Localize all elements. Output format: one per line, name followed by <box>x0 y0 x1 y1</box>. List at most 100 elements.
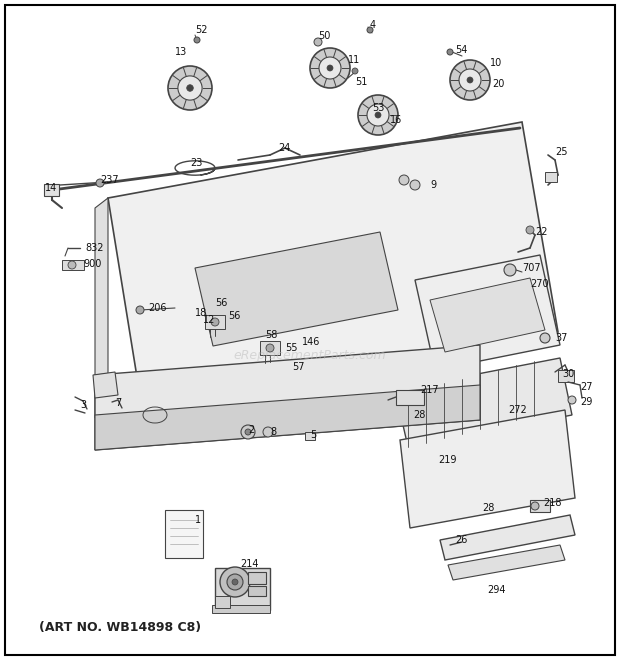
Text: 294: 294 <box>487 585 505 595</box>
Circle shape <box>168 66 212 110</box>
Text: 55: 55 <box>285 343 298 353</box>
Text: 707: 707 <box>522 263 541 273</box>
Circle shape <box>450 60 490 100</box>
Text: 23: 23 <box>190 158 202 168</box>
Circle shape <box>467 77 473 83</box>
Bar <box>205 315 225 329</box>
Text: 50: 50 <box>318 31 330 41</box>
Bar <box>212 605 270 613</box>
Text: 219: 219 <box>438 455 456 465</box>
Circle shape <box>245 429 251 435</box>
Polygon shape <box>415 255 560 370</box>
Text: 26: 26 <box>455 535 467 545</box>
Polygon shape <box>395 358 572 447</box>
Circle shape <box>367 27 373 33</box>
Text: 29: 29 <box>580 397 592 407</box>
Polygon shape <box>400 410 575 528</box>
Circle shape <box>96 179 104 187</box>
Polygon shape <box>448 545 565 580</box>
Circle shape <box>358 95 398 135</box>
Circle shape <box>310 48 350 88</box>
Text: 12: 12 <box>203 315 215 325</box>
Text: eReplacementParts.com: eReplacementParts.com <box>234 348 386 362</box>
Text: 217: 217 <box>420 385 438 395</box>
Text: 13: 13 <box>175 47 187 57</box>
Text: 218: 218 <box>543 498 562 508</box>
Polygon shape <box>108 122 558 408</box>
Text: 57: 57 <box>292 362 304 372</box>
Text: 24: 24 <box>278 143 290 153</box>
Text: 5: 5 <box>310 430 316 440</box>
Text: 237: 237 <box>100 175 118 185</box>
Text: 9: 9 <box>430 180 436 190</box>
Text: 54: 54 <box>455 45 467 55</box>
Text: 900: 900 <box>83 259 102 269</box>
Circle shape <box>314 38 322 46</box>
Text: 146: 146 <box>302 337 321 347</box>
Circle shape <box>68 261 76 269</box>
Circle shape <box>194 37 200 43</box>
Bar <box>248 572 266 584</box>
Text: 270: 270 <box>530 279 549 289</box>
Circle shape <box>399 175 409 185</box>
Text: 30: 30 <box>562 369 574 379</box>
Polygon shape <box>195 232 398 346</box>
Text: 28: 28 <box>413 410 425 420</box>
Circle shape <box>459 69 481 91</box>
Bar <box>215 568 270 610</box>
Circle shape <box>266 344 274 352</box>
Bar <box>305 432 315 440</box>
Bar <box>62 260 84 270</box>
Bar <box>165 510 203 558</box>
Text: 53: 53 <box>372 103 384 113</box>
Text: 10: 10 <box>490 58 502 68</box>
Circle shape <box>375 112 381 118</box>
Text: 206: 206 <box>148 303 167 313</box>
Circle shape <box>263 427 273 437</box>
Text: 27: 27 <box>580 382 593 392</box>
Circle shape <box>447 49 453 55</box>
Circle shape <box>540 333 550 343</box>
Text: 14: 14 <box>45 183 57 193</box>
Polygon shape <box>95 345 480 450</box>
Text: (ART NO. WB14898 C8): (ART NO. WB14898 C8) <box>39 622 201 634</box>
Text: 56: 56 <box>215 298 228 308</box>
Circle shape <box>241 425 255 439</box>
Bar <box>44 184 59 196</box>
Text: 22: 22 <box>535 227 547 237</box>
Bar <box>530 500 550 512</box>
Circle shape <box>367 104 389 126</box>
Text: 51: 51 <box>355 77 368 87</box>
Circle shape <box>526 226 534 234</box>
Text: 11: 11 <box>348 55 360 65</box>
Text: 28: 28 <box>482 503 494 513</box>
Circle shape <box>531 502 539 510</box>
Text: 25: 25 <box>555 147 567 157</box>
Text: 214: 214 <box>240 559 259 569</box>
Circle shape <box>232 579 238 585</box>
Circle shape <box>187 84 193 91</box>
Bar <box>248 586 266 596</box>
Polygon shape <box>93 372 118 398</box>
Text: 272: 272 <box>508 405 527 415</box>
Bar <box>558 370 574 382</box>
Text: 832: 832 <box>85 243 104 253</box>
Text: 2: 2 <box>248 425 254 435</box>
Polygon shape <box>430 278 545 352</box>
Text: 58: 58 <box>265 330 277 340</box>
Polygon shape <box>440 515 575 560</box>
Text: 8: 8 <box>270 427 276 437</box>
Text: 1: 1 <box>195 515 201 525</box>
Bar <box>260 341 280 355</box>
Circle shape <box>352 68 358 74</box>
Circle shape <box>504 264 516 276</box>
Circle shape <box>211 318 219 326</box>
Circle shape <box>327 65 333 71</box>
Bar <box>215 596 230 608</box>
Circle shape <box>136 306 144 314</box>
Polygon shape <box>95 198 108 418</box>
Text: 52: 52 <box>195 25 208 35</box>
Text: 3: 3 <box>80 400 86 410</box>
Circle shape <box>410 180 420 190</box>
Circle shape <box>220 567 250 597</box>
